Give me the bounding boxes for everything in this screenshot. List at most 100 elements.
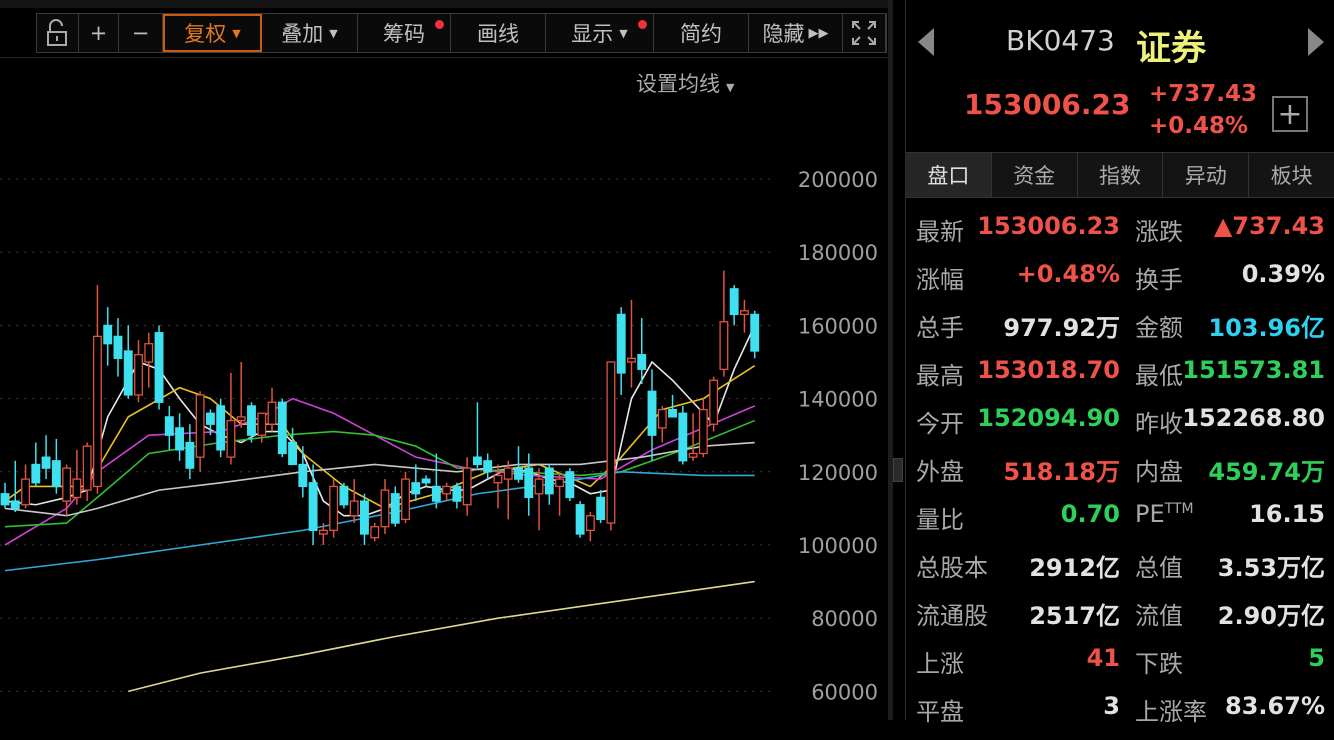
current-price: 153006.23 [964, 88, 1131, 121]
splitter-handle[interactable] [893, 458, 903, 482]
stats-row: 总手 977.92万 金额 103.96亿 [906, 308, 1334, 356]
panel-splitter[interactable] [888, 0, 893, 720]
candle-up [318, 529, 328, 535]
toolbar-overlay-button[interactable]: 叠加 ▼ [262, 14, 358, 52]
stat-label: 平盘 [916, 698, 964, 726]
toolbar-label: 显示 [571, 22, 614, 46]
candle-up [82, 445, 92, 491]
candle-down [390, 493, 400, 524]
notification-dot-icon [638, 20, 647, 29]
candle-up [698, 408, 708, 455]
stat-label: 上涨 [916, 650, 964, 678]
toolbar-draw-button[interactable]: 画线 [451, 14, 546, 52]
tab-3[interactable]: 异动 [1163, 153, 1250, 197]
candle-down [729, 288, 739, 316]
prev-stock-arrow-icon[interactable] [918, 28, 934, 56]
stats-row: 量比 0.70 PETTM 16.15 [906, 500, 1334, 548]
tab-4[interactable]: 板块 [1249, 153, 1334, 197]
stat-label: 总手 [916, 314, 964, 342]
stat-value: 83.67% [1225, 692, 1325, 720]
candle-down [185, 441, 195, 469]
candle-down [421, 478, 431, 484]
stat-value: 152268.80 [1182, 404, 1325, 432]
stat-value: 3.53万亿 [1217, 554, 1325, 582]
toolbar-zoom-out-button[interactable]: − [119, 14, 163, 52]
kline-chart[interactable]: 200000 180000 160000 140000 120000 100000 8000… [0, 0, 888, 720]
chart-toolbar: + − 复权 ▼ 叠加 ▼ 筹码 画线 显示 ▼ 简约 隐藏 ▶▶ [36, 13, 887, 53]
stat-value: 2517亿 [1029, 602, 1120, 630]
candle-up [606, 361, 616, 524]
stat-label-text: 总值 [1135, 554, 1183, 582]
fullscreen-icon [852, 21, 876, 45]
toolbar-chips-button[interactable]: 筹码 [358, 14, 451, 52]
stat-label-sup: TTM [1164, 501, 1194, 517]
candle-up [134, 354, 143, 396]
stat-value: 152094.90 [977, 404, 1120, 432]
candle-up [329, 485, 339, 532]
candle-up [555, 478, 565, 488]
stat-label-text: 金额 [1135, 314, 1183, 342]
stat-label-text: 上涨率 [1135, 698, 1207, 726]
toolbar-simple-button[interactable]: 简约 [654, 14, 749, 52]
toolbar-label: 叠加 [281, 22, 324, 46]
stock-code: BK0473 [1006, 24, 1115, 57]
stat-label-text: 最低 [1135, 362, 1183, 390]
toolbar-label: + [89, 21, 108, 45]
toolbar-fuquan-button[interactable]: 复权 ▼ [163, 14, 262, 52]
candle-down [288, 441, 298, 466]
stat-value: 459.74万 [1208, 458, 1325, 486]
chevron-down-icon: ▼ [329, 26, 338, 40]
tab-2[interactable]: 指数 [1077, 153, 1164, 197]
stat-label: 下跌 [1135, 644, 1183, 679]
toolbar-fullscreen-button[interactable] [843, 14, 886, 52]
stat-value: 41 [1086, 644, 1120, 672]
stats-row: 今开 152094.90 昨收 152268.80 [906, 404, 1334, 452]
candle-down [411, 482, 421, 495]
candle-down [113, 335, 123, 359]
candle-down [339, 485, 349, 506]
next-stock-arrow-icon[interactable] [1308, 28, 1324, 56]
candle-up [267, 401, 277, 425]
toolbar-lock-button[interactable] [37, 14, 79, 52]
candle-down [678, 412, 688, 462]
toolbar-hide-button[interactable]: 隐藏 ▶▶ [749, 14, 843, 52]
moving-average-line [4, 397, 756, 546]
stats-row: 最高 153018.70 最低 151573.81 [906, 356, 1334, 404]
candle-down [308, 482, 318, 532]
stat-label-text: 下跌 [1135, 650, 1183, 678]
candle-down [205, 412, 215, 425]
stat-label-text: 内盘 [1135, 458, 1183, 486]
stat-label: 最高 [916, 362, 964, 390]
quote-panel: BK0473 证券 153006.23 +737.43 +0.48% + 盘口 资金… [905, 0, 1334, 726]
candle-down [0, 493, 10, 506]
toolbar-zoom-in-button[interactable]: + [79, 14, 119, 52]
candle-down [668, 408, 677, 418]
toolbar-label: 简约 [680, 22, 722, 46]
tab-1[interactable]: 资金 [991, 153, 1078, 197]
stat-label-text: 流值 [1135, 602, 1183, 630]
candle-up [534, 478, 544, 495]
stat-label: 总股本 [916, 554, 988, 582]
tab-0[interactable]: 盘口 [906, 153, 992, 197]
unlock-icon [46, 19, 67, 46]
chevron-down-icon: ▼ [726, 81, 735, 94]
candle-down [31, 463, 41, 484]
price-change: +737.43 +0.48% [1149, 78, 1257, 142]
candle-down [359, 500, 369, 535]
stat-label-text: 涨跌 [1135, 218, 1183, 246]
stats-row: 外盘 518.18万 内盘 459.74万 [906, 452, 1334, 500]
stat-label: 最新 [916, 218, 964, 246]
candle-up [370, 526, 380, 539]
add-watchlist-button[interactable]: + [1272, 96, 1308, 132]
ma-settings-dropdown[interactable]: 设置均线 ▼ [636, 68, 734, 98]
stats-row: 最新 153006.23 涨跌 ▲737.43 [906, 212, 1334, 260]
candle-up [92, 335, 102, 488]
candle-down [637, 354, 647, 370]
y-tick-label: 140000 [798, 388, 878, 412]
moving-average-line [4, 470, 755, 572]
candle-up [442, 485, 452, 495]
toolbar-display-button[interactable]: 显示 ▼ [546, 14, 654, 52]
stat-label: 上涨率 [1135, 692, 1207, 727]
chevron-down-icon: ▼ [619, 26, 628, 40]
candle-down [41, 456, 51, 469]
